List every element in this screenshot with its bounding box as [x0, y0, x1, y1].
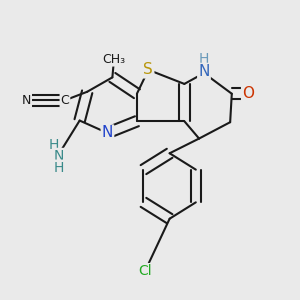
Text: H: H — [48, 138, 58, 152]
Text: C: C — [61, 94, 69, 107]
Text: N: N — [22, 94, 31, 107]
Text: N: N — [54, 149, 64, 163]
Text: H: H — [199, 52, 209, 66]
Text: Cl: Cl — [138, 264, 152, 278]
Text: N: N — [198, 64, 210, 79]
Text: O: O — [242, 86, 254, 101]
Text: H: H — [54, 161, 64, 175]
Text: N: N — [102, 125, 113, 140]
Text: CH₃: CH₃ — [102, 52, 126, 65]
Text: S: S — [143, 62, 153, 77]
